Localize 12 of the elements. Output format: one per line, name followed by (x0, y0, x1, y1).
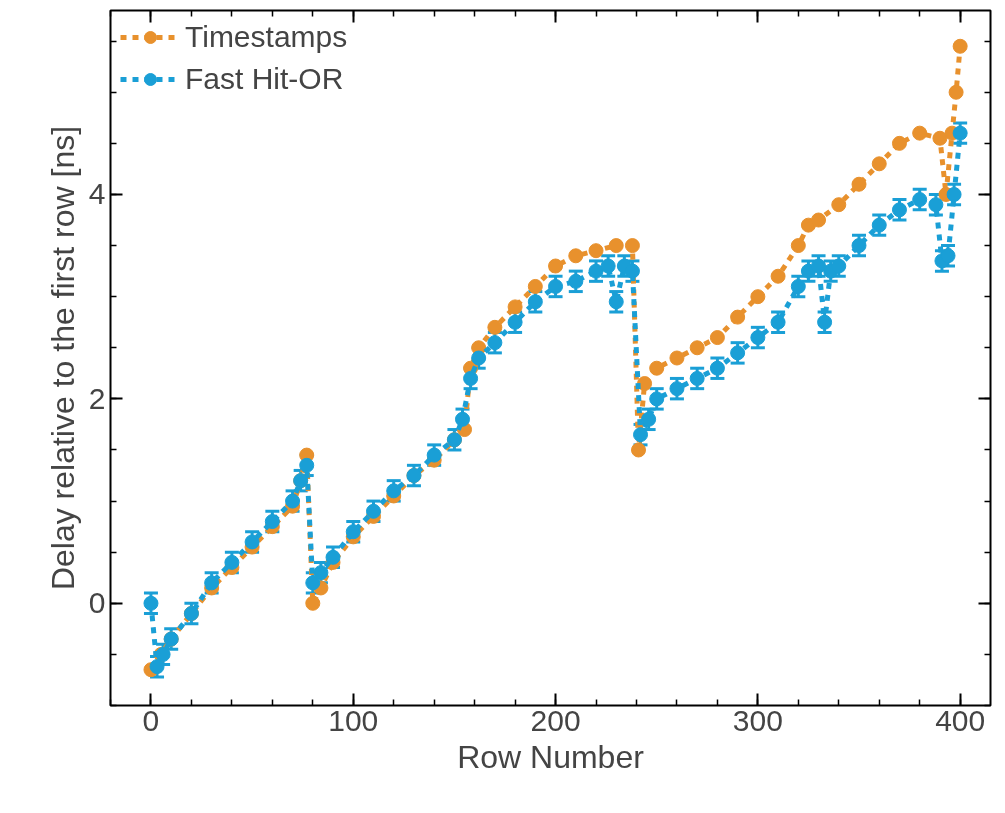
x-tick-label: 0 (142, 703, 160, 737)
y-tick-label: 2 (88, 381, 106, 415)
x-tick-label: 200 (530, 703, 581, 737)
y-tick-label: 0 (88, 586, 106, 620)
y-axis-title: Delay relative to the first row [ns] (44, 125, 81, 591)
x-axis-title: Row Number (457, 738, 645, 775)
x-tick-label: 400 (935, 703, 986, 737)
x-tick-label: 100 (328, 703, 379, 737)
y-tick-label: 4 (88, 177, 106, 211)
legend-label: Timestamps (185, 20, 348, 54)
legend-label: Fast Hit-OR (185, 62, 344, 96)
x-tick-label: 300 (732, 703, 783, 737)
